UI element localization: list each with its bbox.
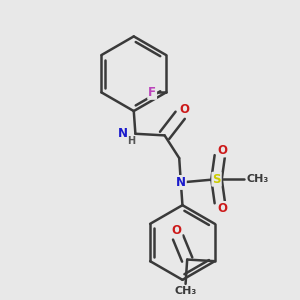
Text: O: O	[218, 202, 227, 215]
Text: N: N	[176, 176, 186, 189]
Text: O: O	[172, 224, 182, 237]
Text: H: H	[128, 136, 136, 146]
Text: O: O	[218, 143, 227, 157]
Text: CH₃: CH₃	[174, 286, 197, 296]
Text: S: S	[212, 173, 221, 186]
Text: F: F	[148, 86, 156, 99]
Text: O: O	[179, 103, 189, 116]
Text: N: N	[118, 127, 128, 140]
Text: CH₃: CH₃	[247, 174, 269, 184]
